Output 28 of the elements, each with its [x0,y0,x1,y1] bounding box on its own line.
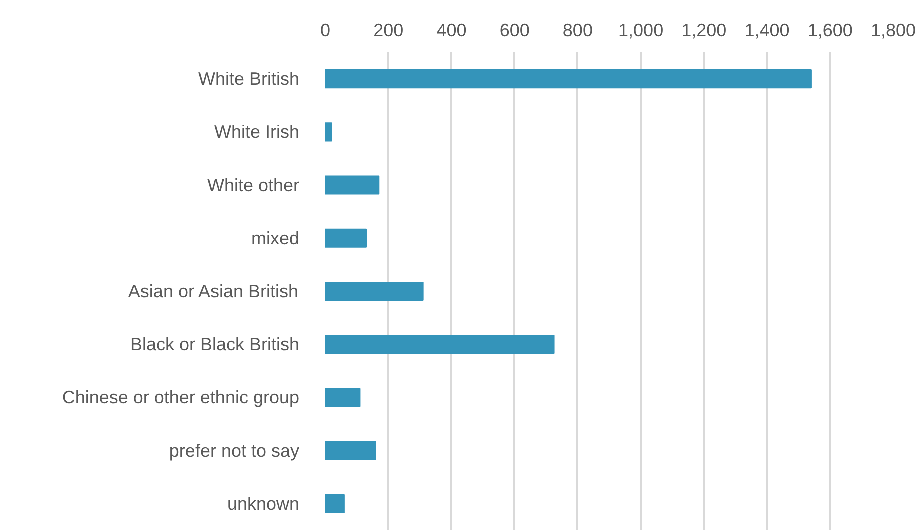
bar [326,176,380,195]
x-tick-label: 1,200 [682,20,727,40]
bar [326,70,812,89]
x-tick-label: 1,600 [808,20,853,40]
y-tick-label: White other [207,175,300,196]
y-tick-label: Chinese or other ethnic group [62,388,300,408]
bar [326,335,555,354]
bar [326,441,376,460]
y-tick-label: prefer not to say [169,440,300,461]
bar [326,228,368,248]
x-tick-label: 1,800 [870,20,916,40]
bar [326,494,345,514]
y-tick-label: White Irish [214,122,300,142]
x-tick-label: 200 [374,20,404,40]
x-tick-label: 1,000 [618,20,664,40]
y-tick-label: Asian or Asian British [128,282,299,302]
x-tick-label: 1,400 [744,20,790,40]
y-tick-label: unknown [227,494,300,514]
x-tick-label: 800 [562,20,593,40]
bar [326,282,424,302]
y-tick-label: mixed [251,228,300,248]
bar [326,122,332,142]
x-tick-label: 600 [500,20,530,40]
x-tick-label: 400 [436,20,467,40]
y-tick-label: Black or Black British [130,334,300,355]
bar [326,388,361,408]
y-tick-label: White British [198,69,300,90]
x-tick-label: 0 [320,20,331,40]
